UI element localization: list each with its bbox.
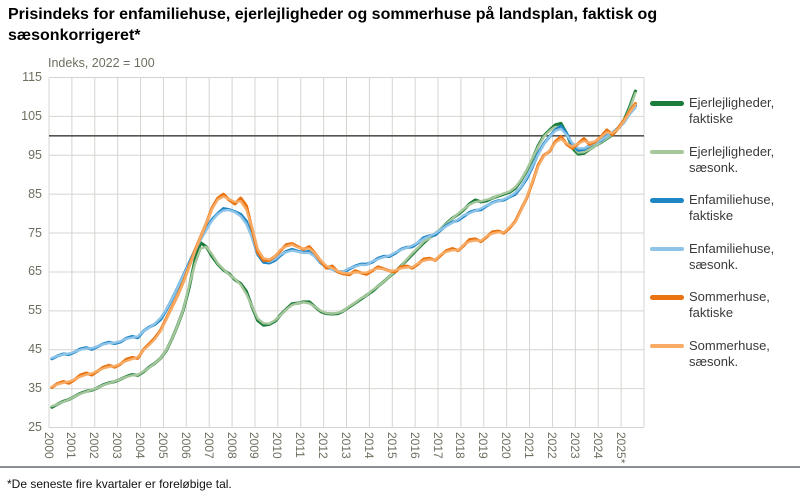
legend-label: Enfamiliehuse, faktiske (689, 192, 775, 223)
legend-swatch (650, 343, 684, 348)
legend-swatch (650, 149, 684, 154)
legend-item: Ejerlejligheder, sæsonk. (650, 144, 798, 176)
x-tick-label: 2024 (590, 432, 605, 459)
legend-item: Enfamiliehuse, faktiske (650, 192, 798, 224)
y-tick-label: 35 (28, 381, 42, 396)
x-tick-label: 2015 (384, 432, 399, 459)
y-tick-label: 115 (22, 70, 42, 84)
series-line-ejerlejligheder-s-sonk- (50, 91, 637, 408)
chart-title: Prisindeks for enfamiliehuse, ejerlejlig… (8, 6, 658, 44)
legend-item: Sommerhuse, sæsonk. (650, 338, 798, 370)
y-tick-label: 75 (28, 225, 42, 240)
x-tick-label: 2017 (430, 432, 445, 459)
x-tick-label: 2016 (407, 432, 422, 459)
legend-swatch (650, 246, 684, 251)
footnote: *De seneste fire kvartaler er foreløbige… (7, 477, 232, 491)
x-tick-label: 2020 (499, 432, 514, 459)
x-tick-label: 2018 (453, 432, 468, 459)
plot-area (48, 77, 645, 428)
series-line-enfamiliehuse-s-sonk- (50, 106, 637, 360)
x-tick-label: 2023 (567, 432, 582, 459)
legend-label: Sommerhuse, faktiske (689, 289, 770, 320)
x-tick-label: 2022 (544, 432, 559, 459)
y-tick-label: 95 (28, 147, 42, 162)
x-tick-label: 2007 (201, 432, 216, 459)
y-axis-unit-label: Indeks, 2022 = 100 (48, 56, 155, 70)
x-tick-label: 2006 (178, 432, 193, 459)
x-tick-label: 2009 (247, 432, 262, 459)
x-tick-label: 2011 (293, 432, 308, 458)
legend-label: Ejerlejligheder, faktiske (689, 95, 775, 126)
legend-item: Enfamiliehuse, sæsonk. (650, 241, 798, 273)
footer-divider (0, 466, 800, 468)
series-line-enfamiliehuse-faktiske (50, 103, 637, 361)
x-tick-label: 2004 (133, 432, 148, 459)
legend-swatch (650, 198, 684, 203)
x-tick-label: 2019 (476, 432, 491, 459)
x-tick-label: 2013 (339, 432, 353, 459)
x-tick-label: 2005 (155, 432, 170, 459)
legend-label: Ejerlejligheder, sæsonk. (689, 143, 775, 175)
y-tick-label: 65 (28, 264, 42, 279)
series-line-sommerhuse-s-sonk- (50, 103, 637, 388)
y-tick-label: 105 (21, 108, 42, 123)
x-tick-label: 2025* (613, 432, 628, 464)
x-tick-label: 2012 (316, 432, 331, 459)
x-tick-label: 2021 (522, 432, 537, 459)
y-tick-label: 85 (28, 186, 42, 201)
x-tick-label: 2000 (41, 432, 56, 459)
series-line-sommerhuse-faktiske (50, 102, 637, 389)
legend-label: Sommerhuse, sæsonk. (689, 337, 770, 369)
legend-label: Enfamiliehuse, sæsonk. (689, 240, 775, 272)
legend-item: Ejerlejligheder, faktiske (650, 95, 798, 127)
x-tick-label: 2003 (110, 432, 125, 459)
y-tick-label: 25 (28, 420, 42, 434)
y-tick-label: 55 (28, 303, 42, 318)
x-tick-label: 2008 (224, 432, 239, 459)
legend-swatch (650, 101, 684, 106)
x-tick-label: 2014 (361, 432, 376, 459)
y-tick-label: 45 (28, 342, 42, 357)
legend: Ejerlejligheder, faktiske Ejerlejligheder,… (650, 95, 798, 386)
x-tick-label: 2002 (87, 432, 102, 459)
legend-swatch (650, 295, 684, 300)
legend-item: Sommerhuse, faktiske (650, 289, 798, 321)
x-tick-label: 2001 (64, 432, 79, 459)
x-tick-label: 2010 (270, 432, 285, 459)
